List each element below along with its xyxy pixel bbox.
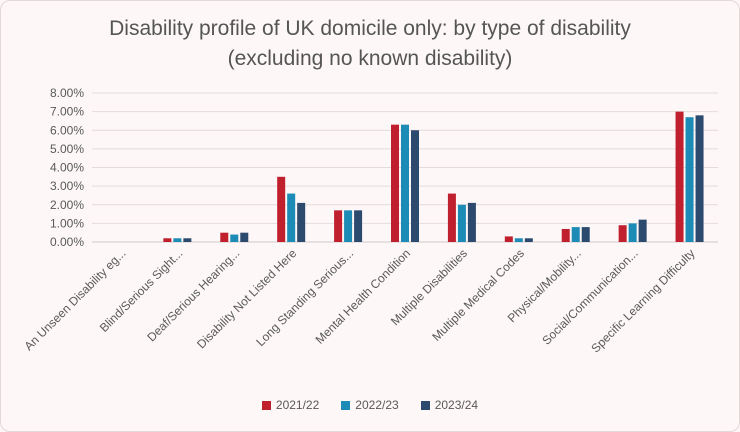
bar [695,115,704,242]
bar [287,193,296,242]
chart-title-line-2: (excluding no known disability) [227,47,513,70]
bar [561,228,570,242]
legend-label: 2023/24 [434,398,479,412]
bar [638,219,647,242]
legend-swatch [261,400,271,410]
y-tick-label: 4.00% [50,161,84,175]
x-tick-label: Social/Communication... [539,246,640,347]
y-tick-label: 7.00% [50,105,84,119]
bar [457,204,466,242]
y-tick-label: 2.00% [50,198,84,212]
bar [524,238,533,242]
bar [411,130,419,242]
bar [401,124,409,242]
bar [230,234,239,242]
y-tick-label: 6.00% [50,123,84,137]
legend-label: 2022/23 [355,398,399,412]
y-tick-label: 1.00% [50,216,84,230]
x-tick-label: Disability Not Listed Here [194,246,299,351]
bar [391,124,399,242]
chart-legend: 2021/22 2022/23 2023/24 [0,398,740,412]
bar [240,232,249,242]
bar [220,232,229,242]
bar [447,193,456,242]
x-tick-label: Mental Health Condition [313,246,413,346]
bar [354,210,363,242]
x-tick-label: Deaf/Serious Hearing... [144,246,242,344]
x-tick-label: Multiple Medical Codes [429,246,527,344]
y-tick-label: 3.00% [50,179,84,193]
bar [297,202,306,242]
bar [685,117,694,242]
legend-item: 2023/24 [420,398,479,412]
bar [514,238,523,242]
bar [334,210,343,242]
bar [277,176,286,242]
y-tick-label: 8.00% [50,86,84,100]
bar [344,210,353,242]
bar [618,225,627,242]
x-tick-label: An Unseen Disability eg... [22,246,129,353]
bar [628,223,637,242]
legend-swatch [420,400,430,410]
bar [163,238,172,242]
bar [504,236,513,242]
legend-label: 2021/22 [275,398,320,412]
bar [581,227,590,242]
legend-item: 2022/23 [341,398,399,412]
chart-title: Disability profile of UK domicile only: … [0,14,740,74]
bar [173,238,182,242]
y-tick-label: 0.00% [50,235,84,249]
chart-title-line-1: Disability profile of UK domicile only: … [109,17,631,40]
bar [675,111,684,242]
x-tick-label: Specific Learning Difficulty [588,246,697,355]
bar [571,227,580,242]
y-tick-label: 5.00% [50,142,84,156]
bar [467,202,476,242]
legend-swatch [341,400,351,410]
x-tick-label: Long Standing Serious... [253,246,356,349]
legend-item: 2021/22 [261,398,320,412]
bar [183,238,192,242]
